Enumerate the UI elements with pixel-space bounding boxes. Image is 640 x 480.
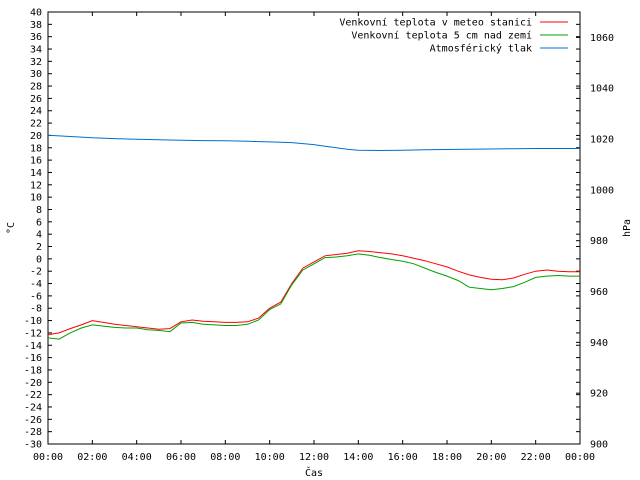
y-tick-label: 40: [30, 8, 42, 19]
legend-label: Venkovní teplota v meteo stanici: [339, 17, 532, 29]
y-tick-label: 28: [30, 82, 42, 93]
y2-axis-title: hPa: [622, 219, 633, 237]
x-tick-label: 12:00: [299, 452, 329, 463]
y2-tick-label: 1000: [590, 185, 614, 196]
x-tick-label: 04:00: [122, 452, 152, 463]
y-tick-label: 14: [30, 168, 42, 179]
x-tick-label: 18:00: [432, 452, 462, 463]
y-tick-label: 2: [36, 242, 42, 253]
y-tick-label: 12: [30, 180, 42, 191]
y2-tick-label: 980: [590, 236, 608, 247]
y-tick-label: 0: [36, 254, 42, 265]
y-tick-label: -24: [24, 402, 42, 413]
series-line-3: [47, 134, 580, 152]
y-tick-label: -18: [24, 365, 42, 376]
y-tick-label: 10: [30, 193, 42, 204]
y2-tick-label: 940: [590, 338, 608, 349]
y-tick-label: -6: [30, 291, 42, 302]
legend-label: Atmosférický tlak: [430, 43, 532, 55]
y-tick-label: 26: [30, 94, 42, 105]
y-tick-label: -2: [30, 267, 42, 278]
x-tick-label: 06:00: [166, 452, 196, 463]
y-tick-label: -28: [24, 427, 42, 438]
y-tick-label: 18: [30, 143, 42, 154]
x-tick-label: 20:00: [476, 452, 506, 463]
y-tick-label: 22: [30, 119, 42, 130]
x-tick-label: 00:00: [33, 452, 63, 463]
y-tick-label: -26: [24, 415, 42, 426]
x-tick-label: 22:00: [521, 452, 551, 463]
y-tick-label: -12: [24, 328, 42, 339]
series-line-2: [47, 253, 580, 340]
x-tick-label: 00:00: [565, 452, 595, 463]
tick-group: 4038363432302826242220181614121086420-2-…: [24, 8, 614, 464]
y-tick-label: 4: [36, 230, 42, 241]
y-tick-label: 32: [30, 57, 42, 68]
y-tick-label: -10: [24, 316, 42, 327]
y-tick-label: 24: [30, 106, 42, 117]
legend: Venkovní teplota v meteo staniciVenkovní…: [339, 17, 568, 55]
y-tick-label: -4: [30, 279, 42, 290]
y2-tick-label: 1040: [590, 84, 614, 95]
legend-label: Venkovní teplota 5 cm nad zemí: [351, 30, 532, 42]
y-tick-label: -22: [24, 390, 42, 401]
y-tick-label: 34: [30, 45, 42, 56]
y-tick-label: -20: [24, 378, 42, 389]
y2-tick-label: 920: [590, 389, 608, 400]
y-axis-title: °C: [6, 222, 17, 234]
y2-tick-label: 1020: [590, 135, 614, 146]
y-tick-label: 30: [30, 69, 42, 80]
y-tick-label: 6: [36, 217, 42, 228]
y-tick-label: -30: [24, 440, 42, 451]
series-line-1: [47, 250, 580, 336]
series-group: [47, 134, 580, 340]
y2-tick-label: 900: [590, 440, 608, 451]
y2-tick-label: 1060: [590, 33, 614, 44]
x-tick-label: 16:00: [388, 452, 418, 463]
x-axis-title: Čas: [305, 466, 323, 479]
y-tick-label: 38: [30, 20, 42, 31]
y-tick-label: 36: [30, 32, 42, 43]
y-tick-label: -8: [30, 304, 42, 315]
x-tick-label: 14:00: [343, 452, 373, 463]
x-tick-label: 02:00: [77, 452, 107, 463]
x-tick-label: 08:00: [210, 452, 240, 463]
y-tick-label: 8: [36, 205, 42, 216]
y-tick-label: 20: [30, 131, 42, 142]
y-tick-label: 16: [30, 156, 42, 167]
x-tick-label: 10:00: [255, 452, 285, 463]
y2-tick-label: 960: [590, 287, 608, 298]
y-tick-label: -14: [24, 341, 42, 352]
y-tick-label: -16: [24, 353, 42, 364]
